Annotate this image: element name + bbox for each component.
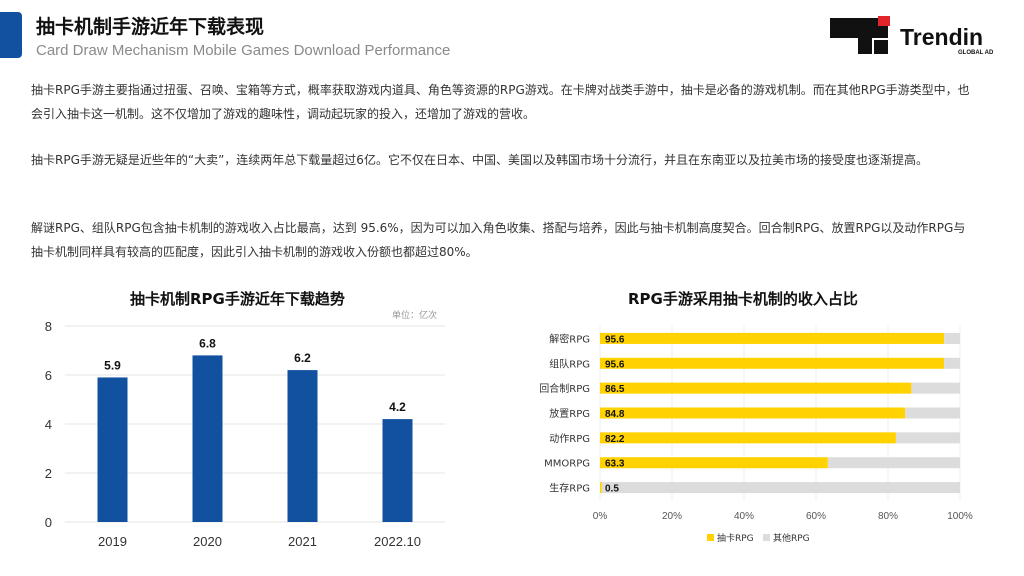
paragraph-1: 抽卡RPG手游主要指通过扭蛋、召唤、宝箱等方式，概率获取游戏内道具、角色等资源的… xyxy=(31,83,970,121)
x-tick-label: 80% xyxy=(878,511,898,522)
legend-label-other: 其他RPG xyxy=(773,532,810,544)
y-category-label: 解密RPG xyxy=(549,332,590,345)
revenue-share-chart-title: RPG手游采用抽卡机制的收入占比 xyxy=(628,290,858,308)
y-tick-label: 2 xyxy=(45,466,52,481)
y-tick-label: 6 xyxy=(45,368,52,383)
bar-segment-gacha xyxy=(600,332,945,344)
x-tick-label: 2022.10 xyxy=(374,534,421,549)
data-label: 82.2 xyxy=(605,434,625,445)
y-tick-label: 0 xyxy=(45,515,52,530)
x-tick-label: 60% xyxy=(806,511,826,522)
downloads-chart-title: 抽卡机制RPG手游近年下载趋势 xyxy=(130,290,345,308)
bar-segment-other xyxy=(601,482,960,494)
bar-segment-gacha xyxy=(600,482,602,494)
bar-segment-gacha xyxy=(600,357,945,369)
data-label: 6.2 xyxy=(294,351,311,365)
bar-segment-other xyxy=(911,382,960,394)
page-title: 抽卡机制手游近年下载表现 xyxy=(36,16,265,38)
paragraph-3: 解谜RPG、组队RPG包含抽卡机制的游戏收入占比最高，达到 95.6%，因为可以… xyxy=(31,221,966,259)
bar-segment-gacha xyxy=(600,382,912,394)
x-tick-label: 2021 xyxy=(288,534,317,549)
y-tick-label: 4 xyxy=(45,417,52,432)
brand-subtitle: GLOBAL AD xyxy=(958,50,994,56)
data-label: 0.5 xyxy=(605,484,619,495)
y-tick-label: 8 xyxy=(45,319,52,334)
x-tick-label: 2020 xyxy=(193,534,222,549)
data-label: 95.6 xyxy=(605,334,625,345)
bar xyxy=(192,355,223,522)
brand-name: Trendin xyxy=(900,24,984,50)
bar-segment-gacha xyxy=(600,457,828,469)
bar xyxy=(382,419,413,522)
y-category-label: 生存RPG xyxy=(549,482,590,495)
x-tick-label: 0% xyxy=(593,511,608,522)
data-label: 6.8 xyxy=(199,336,216,350)
y-category-label: MMORPG xyxy=(544,459,590,470)
bar-segment-gacha xyxy=(600,407,906,419)
data-label: 86.5 xyxy=(605,384,625,395)
y-category-label: 放置RPG xyxy=(549,407,590,420)
header-accent-bar xyxy=(0,12,22,58)
legend-label-gacha: 抽卡RPG xyxy=(717,532,754,544)
legend-swatch-other xyxy=(763,534,770,541)
x-tick-label: 2019 xyxy=(98,534,127,549)
y-category-label: 动作RPG xyxy=(549,433,590,445)
paragraph-2: 抽卡RPG手游无疑是近些年的“大卖”，连续两年总下载量超过6亿。它不仅在日本、中… xyxy=(31,153,928,167)
bar xyxy=(97,377,128,522)
unit-note: 单位：亿次 xyxy=(392,309,437,321)
trendin-logo-icon xyxy=(830,16,890,54)
bar-segment-other xyxy=(895,432,960,444)
data-label: 84.8 xyxy=(605,409,625,420)
y-category-label: 组队RPG xyxy=(549,357,590,370)
y-category-label: 回合制RPG xyxy=(539,382,590,395)
data-label: 95.6 xyxy=(605,359,625,370)
bar-segment-other xyxy=(905,407,960,419)
legend-swatch-gacha xyxy=(707,534,714,541)
bar-segment-other xyxy=(944,332,960,344)
bar xyxy=(287,370,318,522)
data-label: 63.3 xyxy=(605,459,625,470)
page-subtitle: Card Draw Mechanism Mobile Games Downloa… xyxy=(36,42,451,59)
data-label: 5.9 xyxy=(104,358,121,372)
x-tick-label: 100% xyxy=(947,511,973,522)
bar-segment-other xyxy=(827,457,960,469)
data-label: 4.2 xyxy=(389,400,406,414)
x-tick-label: 20% xyxy=(662,511,682,522)
x-tick-label: 40% xyxy=(734,511,754,522)
bar-segment-gacha xyxy=(600,432,896,444)
bar-segment-other xyxy=(944,357,960,369)
